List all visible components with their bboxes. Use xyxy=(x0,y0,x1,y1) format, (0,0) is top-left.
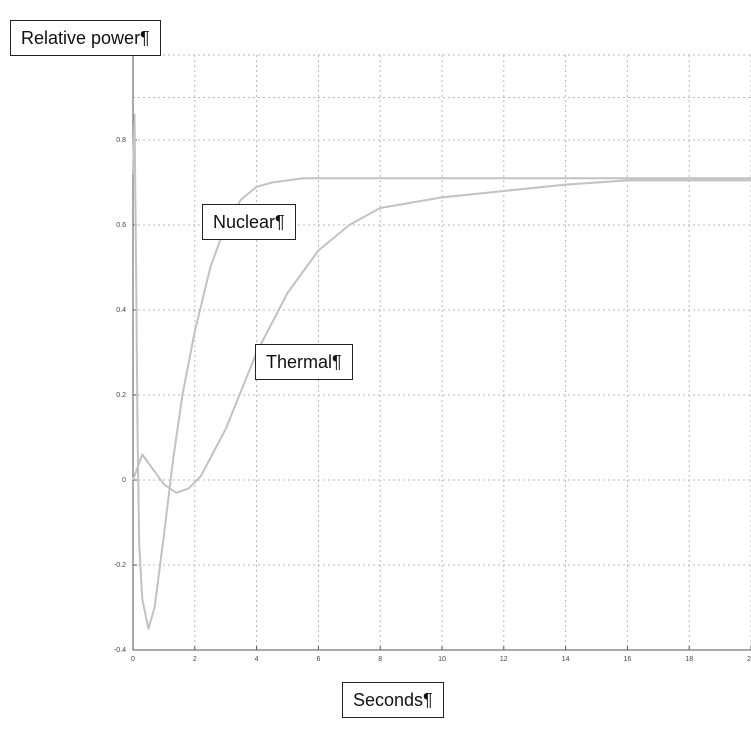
x-tick-label: 2 xyxy=(193,656,197,663)
x-tick-label: 8 xyxy=(378,656,382,663)
y-tick-label: 0.6 xyxy=(116,222,126,229)
x-tick-label: 10 xyxy=(438,656,446,663)
y-tick-label: 0.4 xyxy=(116,307,126,314)
y-tick-label: -0.4 xyxy=(114,647,126,654)
x-tick-label: 4 xyxy=(255,656,259,663)
x-tick-label: 18 xyxy=(685,656,693,663)
y-tick-label: 0.8 xyxy=(116,137,126,144)
series-line-thermal xyxy=(132,179,751,494)
nuclear-annotation: Nuclear¶ xyxy=(202,204,296,240)
x-tick-label: 2 xyxy=(747,656,751,663)
thermal-annotation: Thermal¶ xyxy=(255,344,353,380)
x-tick-label: 16 xyxy=(624,656,632,663)
x-tick-label: 12 xyxy=(500,656,508,663)
ylabel-box: Relative power¶ xyxy=(10,20,161,56)
xlabel-box: Seconds¶ xyxy=(342,682,444,718)
y-tick-label: -0.2 xyxy=(114,562,126,569)
x-tick-label: 6 xyxy=(316,656,320,663)
y-tick-label: 0.2 xyxy=(116,392,126,399)
x-tick-label: 14 xyxy=(562,656,570,663)
y-tick-label: 0 xyxy=(122,477,126,484)
x-tick-label: 0 xyxy=(131,656,135,663)
